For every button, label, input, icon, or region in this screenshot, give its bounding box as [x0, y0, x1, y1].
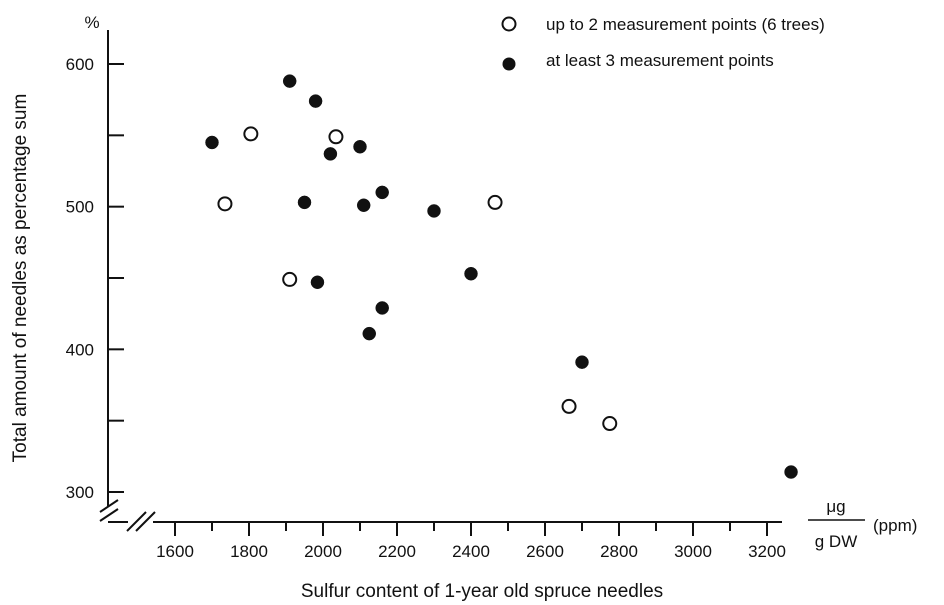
data-point-filled: [310, 275, 325, 290]
data-point-filled: [308, 94, 323, 108]
y-axis-break-mark: [99, 499, 119, 522]
x-tick-label: 2800: [600, 542, 638, 561]
data-point-filled: [353, 139, 367, 154]
legend-label-open: up to 2 measurement points (6 trees): [546, 15, 825, 34]
data-point-filled: [464, 266, 478, 281]
x-unit-denominator: g DW: [815, 532, 858, 551]
y-tick-label: 400: [66, 340, 94, 359]
data-point-filled: [323, 147, 338, 161]
open-circle-marker-icon: [501, 16, 517, 32]
y-tick-label: 500: [66, 198, 94, 217]
data-point-filled: [362, 326, 376, 341]
data-point-filled: [297, 195, 312, 210]
x-unit: μg g DW (ppm): [808, 497, 917, 551]
data-point-open: [487, 194, 503, 210]
x-tick-label: 2200: [378, 542, 416, 561]
y-tick-label: 600: [66, 55, 94, 74]
y-tick-label: 300: [66, 483, 94, 502]
x-axis: 1600 1800 2000 2200 2400 2600 2800 3000 3200 Sul…: [99, 497, 917, 602]
data-point-filled: [375, 185, 389, 200]
x-tick-label: 3000: [674, 542, 712, 561]
x-tick-label: 2000: [304, 542, 342, 561]
data-point-filled: [205, 135, 219, 150]
x-axis-title: Sulfur content of 1-year old spruce need…: [301, 581, 663, 602]
y-axis-title: Total amount of needles as percentage su…: [10, 94, 31, 463]
data-point-open: [217, 196, 233, 212]
x-tick-label: 2600: [526, 542, 564, 561]
legend-item-filled: at least 3 measurement points: [502, 51, 774, 71]
x-unit-suffix: (ppm): [873, 516, 917, 535]
data-point-filled: [375, 301, 389, 315]
legend: up to 2 measurement points (6 trees) at …: [501, 15, 825, 71]
data-points: [205, 74, 798, 479]
data-point-filled: [282, 74, 297, 88]
x-tick-label: 2400: [452, 542, 490, 561]
data-point-open: [282, 271, 298, 287]
data-point-filled: [356, 198, 371, 212]
x-tick-label: 1800: [230, 542, 268, 561]
data-point-open: [328, 129, 344, 145]
data-point-filled: [784, 465, 798, 479]
x-axis-break-mark: [126, 511, 156, 532]
legend-item-open: up to 2 measurement points (6 trees): [501, 15, 825, 34]
x-ticks: 1600 1800 2000 2200 2400 2600 2800 3000 3200: [156, 522, 786, 561]
data-point-filled: [427, 204, 441, 218]
data-point-filled: [575, 355, 589, 369]
x-tick-label: 1600: [156, 542, 194, 561]
x-unit-numerator: μg: [826, 497, 845, 516]
y-axis: 300 400 500 600 % Total amount of needles a…: [10, 13, 124, 506]
y-ticks: 300 400 500 600: [66, 55, 124, 502]
data-point-open: [561, 398, 577, 414]
filled-circle-marker-icon: [502, 57, 516, 71]
x-tick-label: 3200: [748, 542, 786, 561]
data-point-open: [602, 416, 618, 432]
data-point-open: [243, 126, 259, 142]
legend-label-filled: at least 3 measurement points: [546, 51, 774, 70]
y-unit-label: %: [84, 13, 99, 32]
